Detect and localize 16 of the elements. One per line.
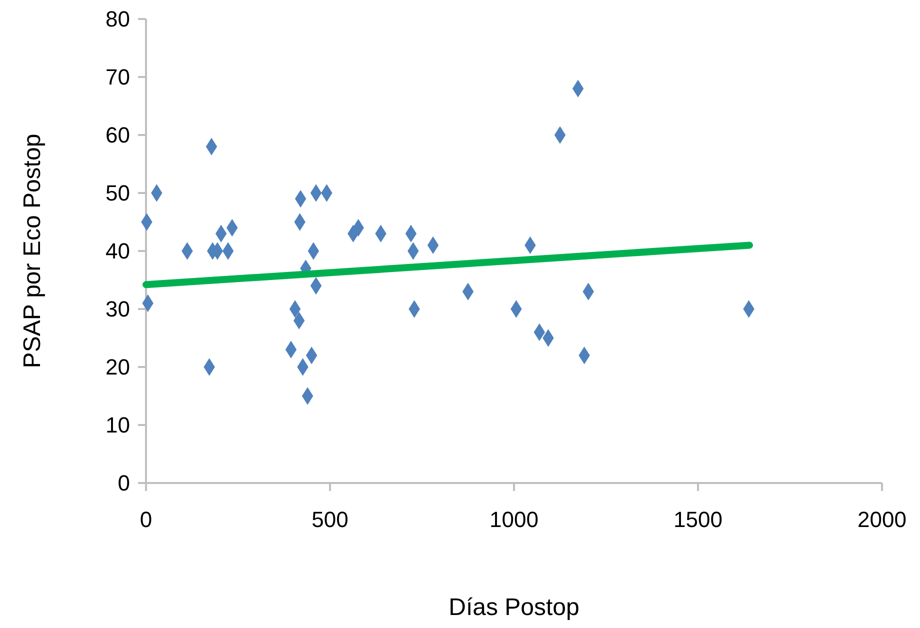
y-tick-label: 20: [106, 354, 130, 380]
y-tick-label: 80: [106, 6, 130, 32]
y-tick-label: 40: [106, 238, 130, 264]
y-tick-label: 30: [106, 296, 130, 322]
x-tick-label: 2000: [858, 507, 906, 532]
x-tick-label: 500: [312, 507, 348, 532]
y-tick-label: 70: [106, 64, 130, 90]
x-axis-title: Días Postop: [448, 594, 580, 621]
y-tick-label: 50: [106, 180, 130, 206]
x-tick-label: 0: [140, 507, 152, 532]
x-tick-label: 1000: [490, 507, 538, 532]
y-tick-label: 60: [106, 122, 130, 148]
y-tick-label: 0: [118, 470, 130, 496]
y-axis-title: PSAP por Eco Postop: [19, 134, 46, 368]
y-tick-label: 10: [106, 412, 130, 438]
x-tick-label: 1500: [674, 507, 722, 532]
